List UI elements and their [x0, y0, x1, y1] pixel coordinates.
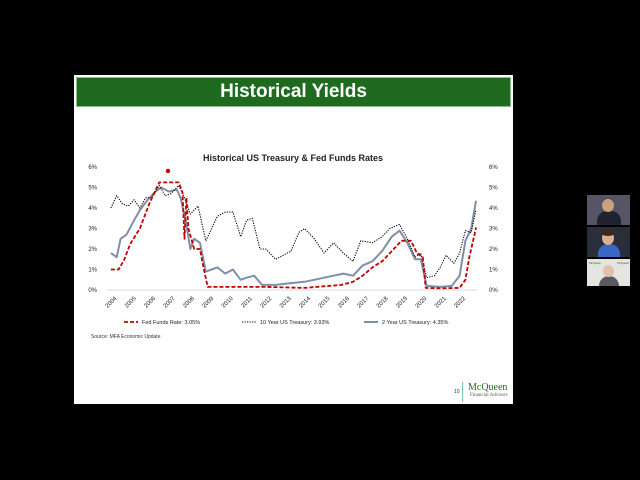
y-tick-label-right: 2% — [489, 247, 498, 253]
y-tick-label-left: 4% — [88, 206, 97, 212]
company-logo-subtitle: Financial Advisors — [470, 393, 508, 398]
peak-marker-icon — [165, 168, 171, 174]
logo-divider — [462, 382, 463, 402]
participant-video-1[interactable] — [587, 195, 630, 225]
legend-label: 2 Year US Treasury: 4.35% — [382, 320, 448, 326]
x-tick-label: 2004 — [105, 295, 119, 309]
x-tick-label: 2014 — [298, 295, 312, 309]
y-tick-label-left: 1% — [88, 268, 97, 274]
y-tick-label-left: 3% — [88, 227, 97, 233]
x-tick-label: 2021 — [434, 295, 448, 309]
legend-label: 10 Year US Treasury: 3.93% — [260, 320, 330, 326]
participant-video-2[interactable] — [587, 227, 630, 257]
x-tick-label: 2005 — [124, 295, 138, 309]
presentation-slide: Historical Yields Historical US Treasury… — [74, 75, 513, 404]
x-tick-label: 2017 — [357, 295, 371, 309]
y-tick-label-right: 4% — [489, 206, 498, 212]
x-tick-label: 2019 — [395, 295, 409, 309]
x-tick-label: 2022 — [453, 295, 467, 309]
y-tick-label-right: 1% — [489, 268, 498, 274]
source-note: Source: MFA Economic Update — [91, 334, 161, 340]
x-tick-label: 2020 — [415, 295, 429, 309]
page-number: 10 — [454, 389, 460, 395]
y-tick-label-left: 6% — [88, 165, 97, 171]
participant-video-3[interactable]: McQueen McQueen — [587, 259, 630, 286]
legend-label: Fed Funds Rate: 3.05% — [142, 320, 200, 326]
x-tick-label: 2007 — [163, 295, 177, 309]
x-tick-label: 2016 — [337, 295, 351, 309]
x-tick-label: 2006 — [143, 295, 157, 309]
y-tick-label-left: 5% — [88, 186, 97, 192]
slide-title-banner: Historical Yields — [76, 77, 511, 107]
x-tick-label: 2015 — [318, 295, 332, 309]
x-tick-label: 2018 — [376, 295, 390, 309]
x-tick-label: 2009 — [202, 295, 216, 309]
slide-title: Historical Yields — [220, 81, 367, 102]
y-tick-label-left: 0% — [88, 288, 97, 294]
y-tick-label-right: 0% — [489, 288, 498, 294]
yield-chart: Historical US Treasury & Fed Funds Rates… — [88, 153, 498, 326]
x-tick-label: 2013 — [279, 295, 293, 309]
background-logo-mark: McQueen — [589, 261, 601, 265]
y-tick-label-right: 6% — [489, 165, 498, 171]
background-logo-mark: McQueen — [617, 261, 629, 265]
company-logo: McQueen — [468, 382, 508, 393]
series-line-solid — [110, 186, 477, 288]
x-tick-label: 2010 — [221, 295, 235, 309]
x-tick-label: 2008 — [182, 295, 196, 309]
series-line-dashed — [110, 181, 477, 290]
y-tick-label-left: 2% — [88, 247, 97, 253]
x-tick-label: 2011 — [240, 296, 254, 310]
y-tick-label-right: 3% — [489, 227, 498, 233]
chart-title: Historical US Treasury & Fed Funds Rates — [203, 153, 383, 163]
y-tick-label-right: 5% — [489, 186, 498, 192]
x-tick-label: 2012 — [260, 295, 274, 309]
